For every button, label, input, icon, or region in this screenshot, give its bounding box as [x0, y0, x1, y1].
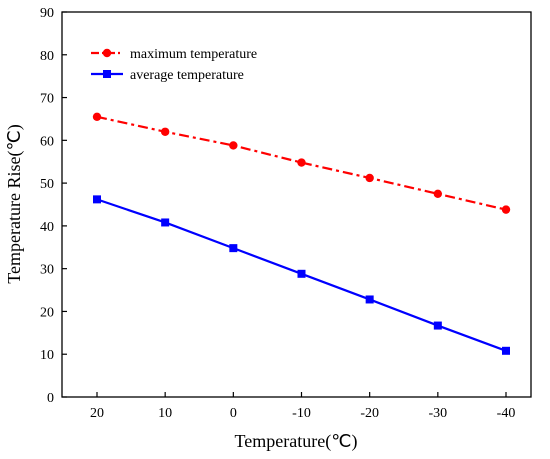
x-tick-label: 10: [158, 406, 172, 421]
series-layer: [92, 112, 511, 355]
y-tick-label: 10: [40, 348, 54, 363]
y-tick-label: 70: [40, 92, 54, 107]
y-tick-label: 90: [40, 6, 54, 21]
series-0: [92, 112, 511, 214]
data-point: [365, 173, 374, 183]
plot-frame: [61, 11, 532, 398]
data-point: [501, 205, 511, 214]
data-point: [93, 195, 101, 204]
x-tick-label: 0: [230, 406, 237, 421]
series-1: [93, 195, 510, 355]
data-point: [297, 269, 306, 278]
legend-item: average temperature: [91, 68, 244, 83]
data-point: [365, 295, 374, 304]
x-tick-label: -10: [292, 406, 311, 421]
y-tick-label: 80: [40, 49, 54, 64]
data-point: [92, 112, 102, 122]
data-point: [433, 189, 443, 199]
x-axis-title: Temperature(℃): [235, 431, 358, 452]
data-point: [160, 127, 170, 136]
x-tick-label: 20: [90, 406, 104, 421]
data-point: [297, 158, 306, 167]
y-axis-title: Temperature Rise(℃): [4, 124, 25, 283]
y-tick-label: 0: [47, 391, 54, 406]
legend: maximum temperature average temperature: [91, 47, 257, 83]
x-tick-label: -20: [360, 406, 379, 421]
x-tick-label: -40: [497, 406, 516, 421]
data-point: [229, 141, 238, 150]
x-tick-label: -30: [428, 406, 447, 421]
data-point: [502, 346, 510, 355]
y-tick-label: 40: [40, 220, 54, 235]
legend-marker: [102, 48, 112, 58]
y-tick-label: 50: [40, 177, 54, 192]
data-point: [433, 321, 442, 330]
y-tick-label: 60: [40, 134, 54, 149]
data-point: [161, 218, 170, 227]
legend-item: maximum temperature: [91, 47, 257, 62]
legend-marker: [103, 70, 111, 78]
data-point: [229, 244, 238, 253]
legend-label: maximum temperature: [130, 47, 257, 62]
y-tick-label: 20: [40, 305, 54, 320]
legend-label: average temperature: [130, 68, 244, 83]
y-tick-label: 30: [40, 263, 54, 278]
ticks-layer: 0 10 20 30 40 50 60 70 80 90 20 10 0 -10 -20 -30 -40: [40, 6, 515, 421]
